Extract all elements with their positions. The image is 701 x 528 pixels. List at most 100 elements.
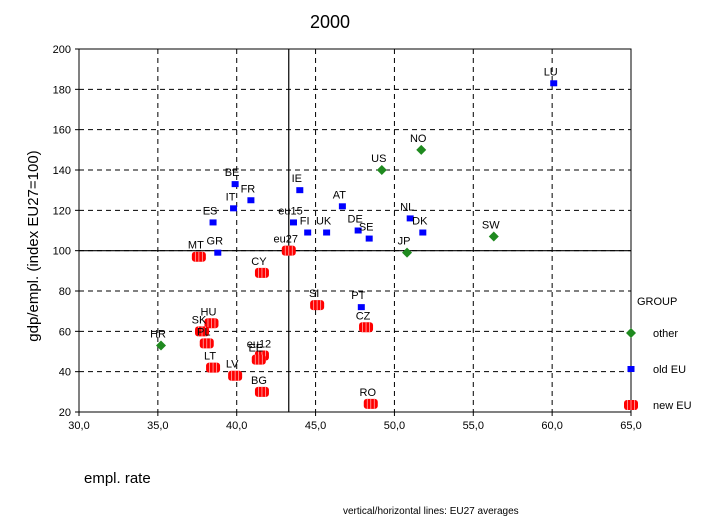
x-tick-label: 50,0 <box>384 420 405 432</box>
data-point-us <box>376 165 387 175</box>
point-label-nl: NL <box>400 201 414 213</box>
point-label-jp: JP <box>398 236 411 248</box>
data-point-lv <box>228 370 243 381</box>
data-point-dk <box>419 229 427 236</box>
y-tick-label: 120 <box>53 205 71 217</box>
data-point-gr <box>214 249 222 256</box>
legend-marker-new-EU <box>624 400 638 410</box>
chart-title: 2000 <box>310 12 350 32</box>
data-point-sk <box>195 326 210 337</box>
data-point-pt <box>357 304 365 311</box>
point-label-us: US <box>371 153 386 165</box>
y-tick-label: 140 <box>53 165 71 177</box>
data-point-at <box>338 203 346 210</box>
point-label-se: SE <box>359 222 374 234</box>
legend-title: GROUP <box>637 296 677 308</box>
point-label-at: AT <box>333 189 347 201</box>
data-point-mt <box>191 251 206 262</box>
data-point-bg <box>254 386 269 397</box>
x-tick-label: 45,0 <box>305 420 326 432</box>
y-tick-label: 100 <box>53 246 71 258</box>
data-point-pl <box>199 338 214 349</box>
x-tick-label: 35,0 <box>147 420 168 432</box>
legend-marker-old-EU <box>627 366 635 372</box>
point-label-fr: FR <box>241 183 256 195</box>
data-point-jp <box>402 247 413 258</box>
y-axis-ticks: 20 40 60 80 100 120 140 160 180 200 <box>53 44 79 419</box>
point-label-ro: RO <box>360 387 377 399</box>
point-label-sw: SW <box>482 220 500 232</box>
point-label-si: SI <box>309 288 319 300</box>
data-point-lu <box>550 80 558 87</box>
point-label-eu15: eu15 <box>278 205 302 217</box>
data-point-ee <box>251 354 266 365</box>
x-tick-label: 30,0 <box>68 420 89 432</box>
data-point-cy <box>254 267 269 278</box>
data-point-fr <box>247 197 255 204</box>
data-point-hu <box>204 318 219 329</box>
point-label-de: DE <box>348 214 363 226</box>
data-point-sw <box>488 231 499 242</box>
point-label-lt: LT <box>204 351 216 363</box>
data-point-it <box>230 205 238 212</box>
y-axis-label: gdp/empl. (index EU27=100) <box>25 150 42 341</box>
point-label-sk: SK <box>192 314 207 326</box>
data-point-fi <box>304 229 312 236</box>
data-point-se <box>365 235 373 242</box>
point-label-lv: LV <box>226 359 239 371</box>
point-label-dk: DK <box>412 216 428 228</box>
point-label-bg: BG <box>251 375 267 387</box>
point-label-lu: LU <box>544 66 558 78</box>
point-label-cy: CY <box>251 256 267 268</box>
x-tick-label: 40,0 <box>226 420 247 432</box>
y-tick-label: 180 <box>53 84 71 96</box>
data-point-be <box>231 181 239 188</box>
chart-footnote: vertical/horizontal lines: EU27 averages <box>343 506 519 517</box>
legend-label-old-EU: old EU <box>653 364 686 376</box>
point-label-fi: FI <box>300 216 310 228</box>
x-tick-label: 55,0 <box>463 420 484 432</box>
point-label-be: BE <box>225 167 240 179</box>
point-label-it: IT <box>226 191 236 203</box>
plot-frame <box>78 48 632 413</box>
data-point-es <box>209 219 217 226</box>
data-point-cz <box>359 322 374 333</box>
point-label-ie: IE <box>292 173 302 185</box>
y-tick-label: 20 <box>59 407 71 419</box>
data-point-de <box>354 227 362 234</box>
x-axis-ticks: 30,0 35,0 40,0 45,0 50,0 55,0 60,0 65,0 <box>68 412 642 432</box>
data-point-nl <box>406 215 414 222</box>
point-label-gr: GR <box>207 236 224 248</box>
x-axis-label: empl. rate <box>84 470 151 487</box>
data-point-eu27 <box>281 245 296 256</box>
data-point-uk <box>323 229 331 236</box>
point-label-eu12: eu12 <box>247 339 271 351</box>
point-label-eu27: eu27 <box>274 234 298 246</box>
x-tick-label: 65,0 <box>620 420 641 432</box>
y-tick-label: 40 <box>59 367 71 379</box>
data-point-hr <box>156 340 167 351</box>
data-point-lt <box>206 362 221 373</box>
point-label-uk: UK <box>316 216 332 228</box>
y-tick-label: 200 <box>53 44 71 56</box>
point-label-no: NO <box>410 133 427 145</box>
data-point-ro <box>363 398 378 409</box>
y-tick-label: 80 <box>59 286 71 298</box>
point-label-es: ES <box>203 205 218 217</box>
point-label-mt: MT <box>188 240 204 252</box>
data-point-si <box>310 300 325 311</box>
legend: GROUP other old EU new EU <box>624 296 692 412</box>
point-label-pt: PT <box>351 290 365 302</box>
legend-label-new-EU: new EU <box>653 400 692 412</box>
x-tick-label: 60,0 <box>541 420 562 432</box>
y-tick-label: 60 <box>59 326 71 338</box>
data-point-no <box>416 144 427 155</box>
legend-label-other: other <box>653 328 678 340</box>
point-label-ee: EE <box>248 343 263 355</box>
point-label-cz: CZ <box>356 310 371 322</box>
data-point-eu15 <box>289 219 297 226</box>
point-label-hu: HU <box>201 306 217 318</box>
y-tick-label: 160 <box>53 125 71 137</box>
